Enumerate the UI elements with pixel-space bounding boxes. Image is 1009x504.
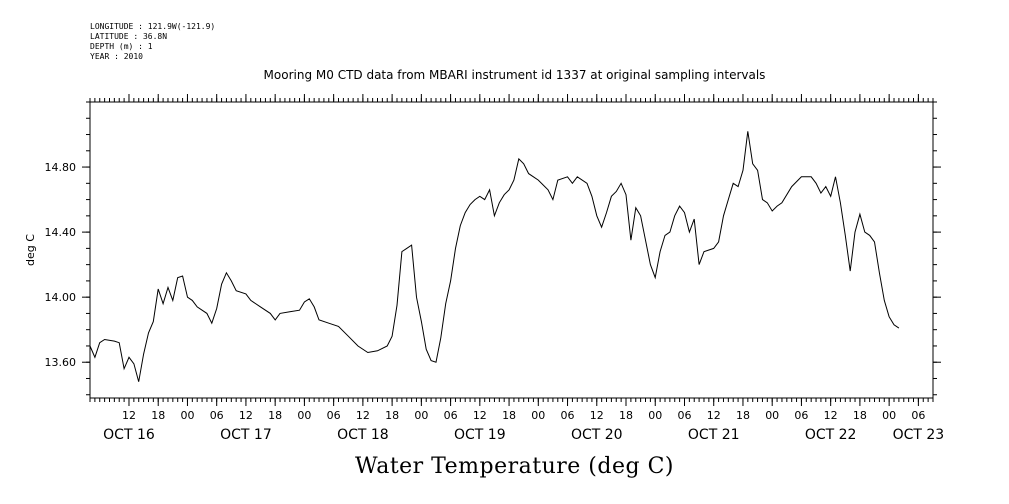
x-day-label: OCT 16 [103, 427, 155, 443]
x-day-label: OCT 18 [337, 427, 389, 443]
x-hour-tick-label: 06 [210, 409, 224, 422]
x-hour-tick-label: 12 [239, 409, 253, 422]
x-hour-tick-label: 00 [648, 409, 662, 422]
x-day-label: OCT 22 [805, 427, 857, 443]
x-hour-tick-label: 00 [531, 409, 545, 422]
x-hour-tick-label: 18 [736, 409, 750, 422]
x-hour-tick-label: 12 [122, 409, 136, 422]
y-tick-label: 14.40 [45, 226, 77, 239]
metadata-block: LONGITUDE : 121.9W(-121.9) LATITUDE : 36… [90, 22, 215, 62]
x-hour-tick-label: 06 [794, 409, 808, 422]
axis-tick-labels: 12 18 00 06 12 18 00 06 12 18 00 06 12 18 00 06 12 18 00 06… [45, 161, 945, 443]
x-hour-tick-label: 18 [619, 409, 633, 422]
axis-ticks [82, 94, 941, 406]
meta-year: YEAR : 2010 [90, 52, 143, 61]
x-hour-tick-label: 06 [911, 409, 925, 422]
y-axis-label: deg C [24, 234, 37, 266]
y-tick-label: 14.80 [45, 161, 77, 174]
plot-frame [89, 101, 934, 399]
x-hour-tick-label: 12 [824, 409, 838, 422]
x-day-label: OCT 21 [688, 427, 740, 443]
x-day-label: OCT 19 [454, 427, 506, 443]
x-hour-tick-label: 00 [180, 409, 194, 422]
x-hour-tick-label: 06 [561, 409, 575, 422]
x-hour-tick-label: 06 [677, 409, 691, 422]
x-hour-tick-label: 00 [414, 409, 428, 422]
x-hour-tick-label: 18 [853, 409, 867, 422]
x-hour-tick-label: 12 [707, 409, 721, 422]
x-hour-tick-label: 06 [327, 409, 341, 422]
x-hour-tick-label: 18 [151, 409, 165, 422]
x-hour-tick-label: 12 [356, 409, 370, 422]
y-tick-label: 14.00 [45, 291, 77, 304]
chart-title: Mooring M0 CTD data from MBARI instrumen… [263, 68, 766, 82]
x-hour-tick-label: 12 [473, 409, 487, 422]
meta-latitude: LATITUDE : 36.8N [90, 32, 168, 41]
x-hour-tick-label: 18 [502, 409, 516, 422]
x-day-label: OCT 20 [571, 427, 623, 443]
y-tick-label: 13.60 [45, 356, 77, 369]
x-hour-tick-label: 00 [765, 409, 779, 422]
x-hour-tick-label: 18 [268, 409, 282, 422]
x-day-label: OCT 17 [220, 427, 272, 443]
x-day-label: OCT 23 [893, 427, 945, 443]
x-hour-tick-label: 00 [297, 409, 311, 422]
x-hour-tick-label: 00 [882, 409, 896, 422]
meta-depth: DEPTH (m) : 1 [90, 42, 153, 51]
x-hour-tick-label: 18 [385, 409, 399, 422]
x-axis-title: Water Temperature (deg C) [355, 454, 674, 479]
meta-longitude: LONGITUDE : 121.9W(-121.9) [90, 22, 216, 31]
series-line [89, 131, 900, 382]
x-hour-tick-label: 12 [590, 409, 604, 422]
x-hour-tick-label: 06 [444, 409, 458, 422]
